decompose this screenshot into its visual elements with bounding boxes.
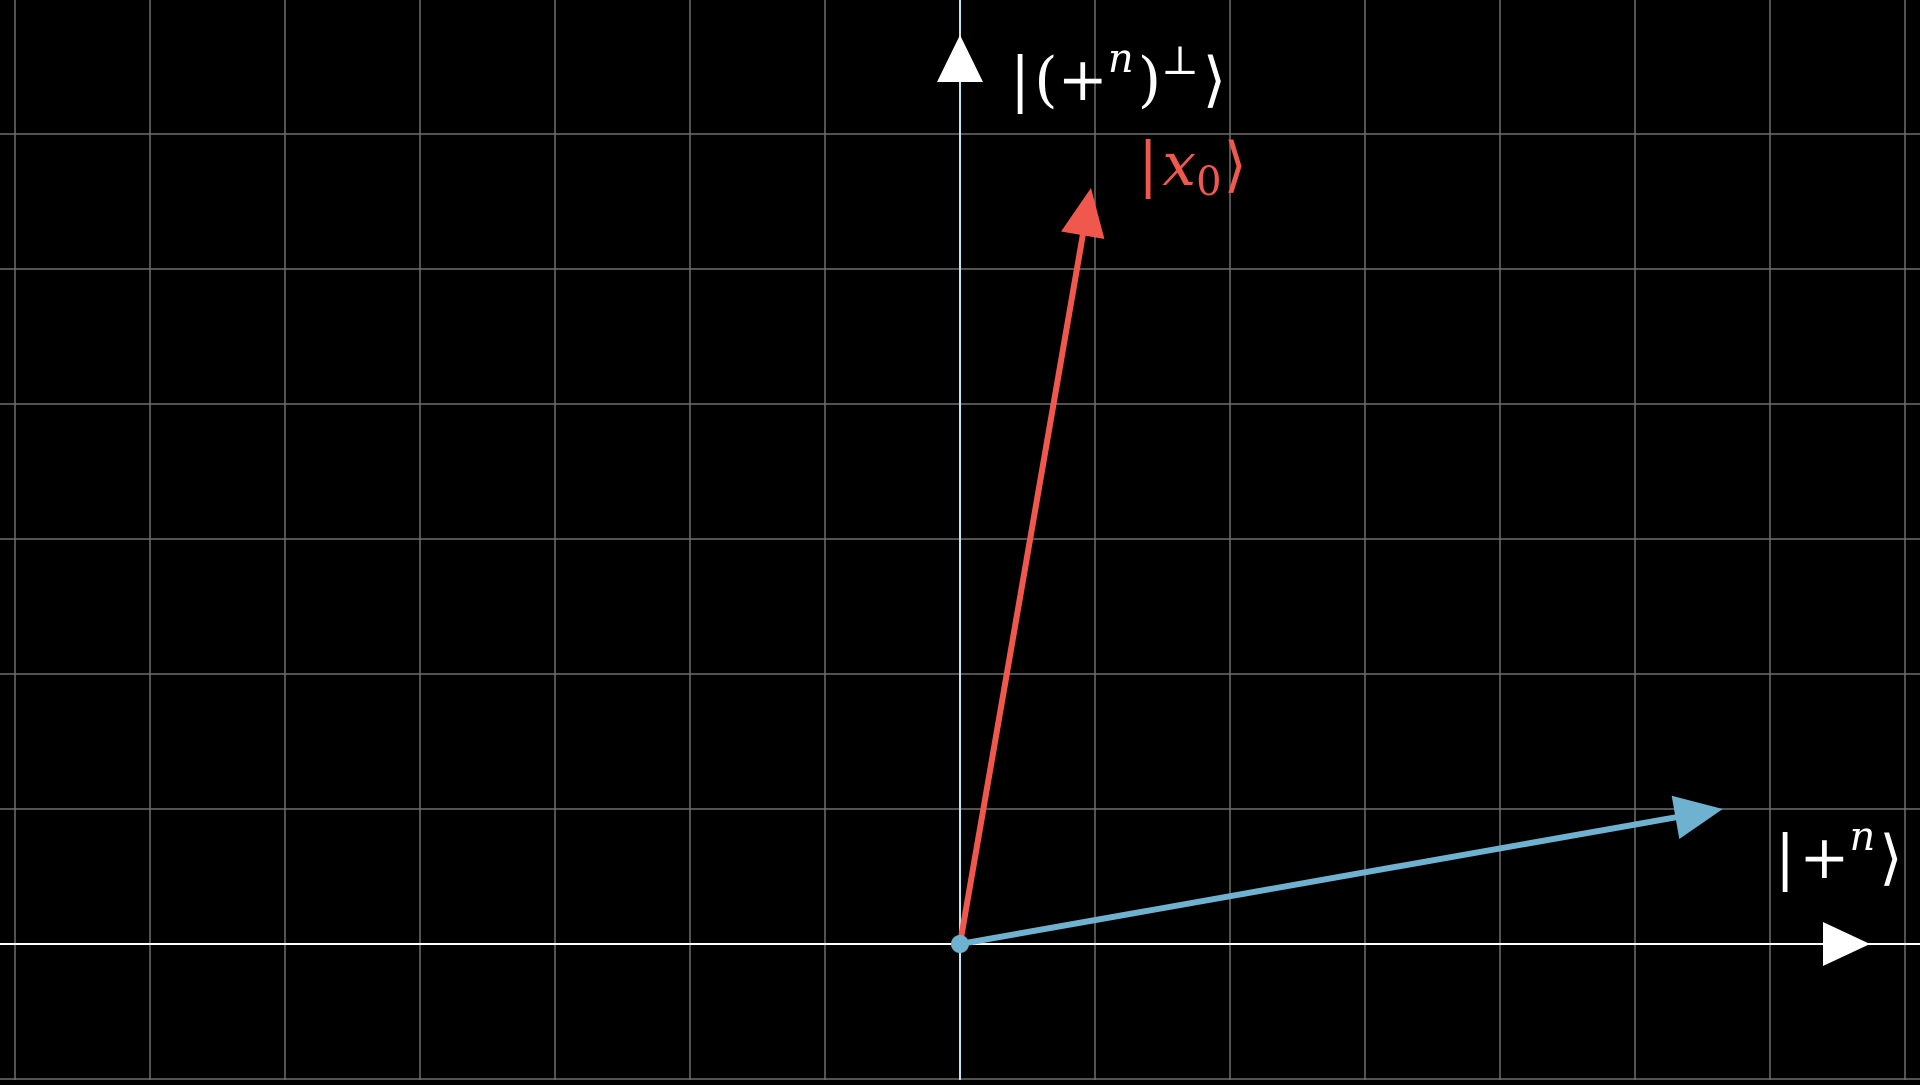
vector-plus-n-label: |+n⟩ (1775, 814, 1903, 893)
arrowhead-up-icon (937, 35, 983, 82)
vector-plus-n-arrowhead (1671, 795, 1723, 840)
vector-x0-label: |x0⟩ (1138, 130, 1247, 205)
vector-x0-arrowhead (1061, 188, 1105, 240)
dot-icon (951, 935, 969, 953)
vector-x0 (957, 228, 1087, 947)
vector-plus-n (957, 813, 1683, 947)
arrowhead-right-icon (1823, 922, 1870, 966)
y-axis-label: |(+n)⊥⟩ (1010, 36, 1226, 115)
